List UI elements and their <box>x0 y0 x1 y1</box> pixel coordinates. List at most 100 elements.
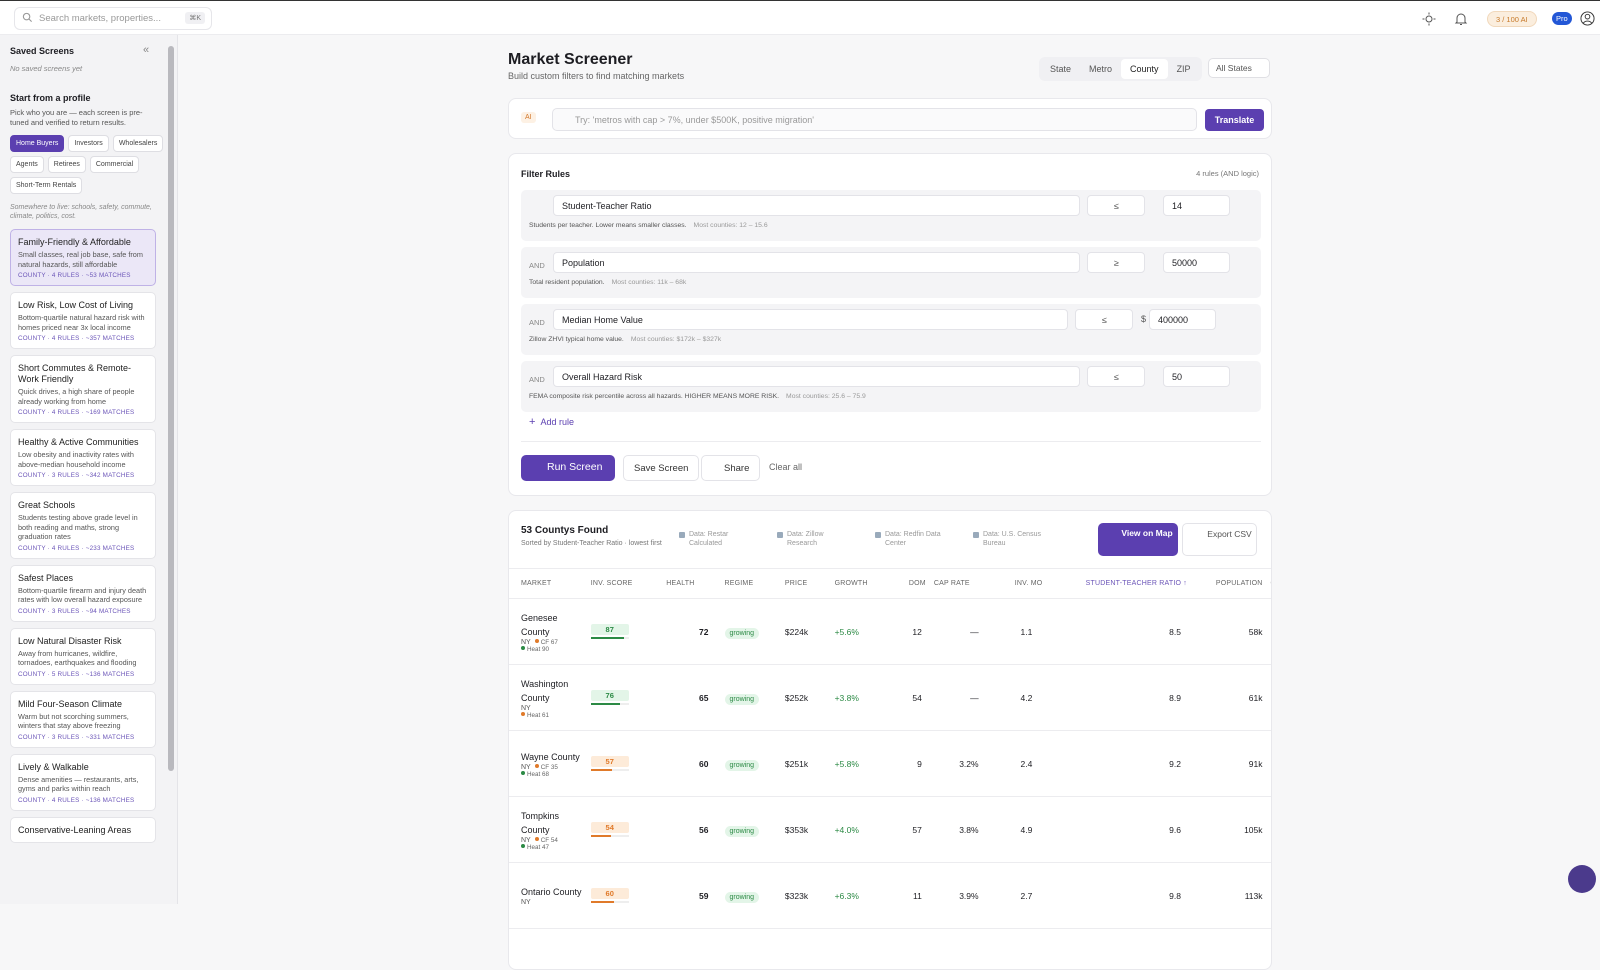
heat: Heat 61 <box>527 711 550 719</box>
screen-card[interactable]: Short Commutes & Remote-Work Friendly Qui… <box>10 355 156 423</box>
add-rule[interactable]: + Add rule <box>529 416 574 428</box>
dot <box>534 836 539 841</box>
column-header[interactable]: INV. MO <box>994 568 1047 599</box>
ai-input[interactable]: Try: 'metros with cap > 7%, under $500K,… <box>552 108 1197 131</box>
health: 59 <box>662 862 721 929</box>
theme-toggle[interactable] <box>1422 12 1436 26</box>
rule-value[interactable]: 14 <box>1163 195 1230 216</box>
profile-chip[interactable]: Agents <box>10 156 44 173</box>
screen-desc: Bottom-quartile firearm and injury death… <box>18 585 147 605</box>
price: $251k <box>780 730 831 797</box>
screen-card[interactable]: Low Natural Disaster Risk Away from hurri… <box>10 627 156 685</box>
screen-desc: Students testing above grade level in bo… <box>18 513 138 541</box>
rule-field[interactable]: Population <box>553 252 1080 273</box>
score-cell: 76 <box>586 664 663 731</box>
market-name: Ontario County <box>521 887 582 897</box>
column-header[interactable]: OV <box>1266 568 1271 599</box>
search-box[interactable]: Search markets, properties... ⌘K <box>14 7 212 30</box>
score-bar <box>590 769 629 771</box>
export-button[interactable]: Export CSV <box>1182 523 1257 556</box>
screen-card[interactable]: Healthy & Active Communities Low obesity … <box>10 429 156 486</box>
rule-field[interactable]: Overall Hazard Risk <box>553 366 1080 387</box>
result-row[interactable]: Ontario County NY 60 59 growing $323k +6.3% 11 3… <box>509 862 1271 929</box>
screen-card[interactable]: Mild Four-Season Climate Warm but not sco… <box>10 690 156 748</box>
saved-empty: No saved screens yet <box>10 64 83 73</box>
header-row: MARKET INV. SCORE HEALTH REGIME PRICE GROWTH D… <box>509 568 1271 599</box>
rule-field[interactable]: Median Home Value <box>553 309 1068 330</box>
screen-desc: Low obesity and inactivity rates with ab… <box>18 450 134 469</box>
column-header[interactable]: REGIME <box>720 568 781 599</box>
chat-button[interactable] <box>1568 865 1596 893</box>
share-button[interactable]: Share <box>701 455 761 481</box>
notifications[interactable] <box>1454 12 1468 26</box>
rule-value[interactable]: 50 <box>1163 366 1230 387</box>
clear-button[interactable]: Clear all <box>769 462 803 472</box>
column-header[interactable]: STUDENT-TEACHER RATIO ↑ <box>1046 568 1191 599</box>
screen-card[interactable]: Lively & Walkable Dense amenities — resta… <box>10 753 156 811</box>
column-header[interactable]: PRICE <box>780 568 831 599</box>
profile-chip[interactable]: Home Buyers <box>10 135 65 152</box>
profile-chip[interactable]: Short-Term Rentals <box>10 177 83 194</box>
level-tab[interactable]: State <box>1050 64 1072 74</box>
level-tab[interactable]: ZIP <box>1176 64 1191 74</box>
rule-field[interactable]: Student-Teacher Ratio <box>553 195 1080 216</box>
collapse[interactable]: « <box>143 44 150 56</box>
overflow <box>1266 862 1271 929</box>
cap-rate: 3.8% <box>929 796 995 863</box>
column-header[interactable]: POPULATION <box>1190 568 1267 599</box>
cf-tag: CF 35 <box>534 763 558 771</box>
score-badge: 76 <box>590 690 629 701</box>
student-teacher-ratio: 9.6 <box>1046 796 1191 863</box>
data-source: Data: Redfin Data Center <box>875 530 945 548</box>
rule-operator[interactable]: ≤ <box>1075 309 1133 330</box>
health: 65 <box>662 664 721 731</box>
screen-card[interactable]: Safest Places Bottom-quartile firearm and… <box>10 564 156 622</box>
profile-chip[interactable]: Retirees <box>47 156 86 173</box>
profile-chip[interactable]: Investors <box>68 135 109 152</box>
rule-value[interactable]: 50000 <box>1163 252 1230 273</box>
column-header[interactable]: HEALTH <box>662 568 721 599</box>
map-button[interactable]: View on Map <box>1098 523 1178 556</box>
translate-button[interactable]: Translate <box>1205 109 1264 131</box>
column-header[interactable]: DOM <box>886 568 930 599</box>
score-bar <box>590 901 629 903</box>
level-tab[interactable]: County <box>1121 59 1168 79</box>
run-button[interactable]: Run Screen <box>521 455 615 481</box>
rule-operator[interactable]: ≤ <box>1087 366 1145 387</box>
screen-card[interactable]: Great Schools Students testing above grad… <box>10 492 156 559</box>
heat-tag: Heat 68 <box>521 770 583 778</box>
result-row[interactable]: Tompkins County NY CF 54 Heat 47 54 56 growing… <box>509 796 1271 863</box>
market-cell: Tompkins County NY CF 54 Heat 47 <box>509 796 587 863</box>
account[interactable] <box>1580 11 1595 26</box>
screen-meta: COUNTY · 4 RULES · ~136 MATCHES <box>18 796 135 804</box>
price: $224k <box>780 598 831 665</box>
health: 72 <box>662 598 721 665</box>
rule-operator[interactable]: ≤ <box>1087 195 1145 216</box>
level-tab[interactable]: Metro <box>1089 64 1113 74</box>
column-header[interactable]: CAP RATE <box>929 568 995 599</box>
regime: growing <box>724 891 760 903</box>
screen-desc: Away from hurricanes, wildfire, tornadoe… <box>18 648 137 668</box>
screen-card[interactable]: Family-Friendly & Affordable Small classe… <box>10 229 156 286</box>
state-select[interactable]: All States <box>1208 58 1270 78</box>
population: 61k <box>1190 664 1267 731</box>
save-button[interactable]: Save Screen <box>623 455 700 481</box>
result-row[interactable]: Wayne County NY CF 35 Heat 68 57 60 growing $25… <box>509 730 1271 797</box>
rule-value[interactable]: 400000 <box>1149 309 1216 330</box>
screen-card[interactable]: Conservative-Leaning Areas <box>10 816 156 843</box>
rule-desc-text: FEMA composite risk percentile across al… <box>529 393 780 400</box>
profile-chip[interactable]: Wholesalers <box>112 135 164 152</box>
screen-card[interactable]: Low Risk, Low Cost of Living Bottom-quart… <box>10 292 156 349</box>
score-cell: 57 <box>586 730 663 797</box>
filter-rule: Student-Teacher Ratio ≤14 Students per tea… <box>521 190 1261 241</box>
column-header[interactable]: MARKET <box>509 568 587 599</box>
separator <box>521 441 1261 442</box>
score-cell: 54 <box>586 796 663 863</box>
column-header[interactable]: INV. SCORE <box>586 568 663 599</box>
result-row[interactable]: Washington County NY Heat 61 76 65 growing $25… <box>509 664 1271 731</box>
data-source: Data: U.S. Census Bureau <box>973 530 1043 548</box>
rule-operator[interactable]: ≥ <box>1087 252 1145 273</box>
column-header[interactable]: GROWTH <box>830 568 887 599</box>
result-row[interactable]: Genesee County NY CF 67 Heat 90 87 72 growing $… <box>509 598 1271 665</box>
profile-chip[interactable]: Commercial <box>89 156 140 173</box>
